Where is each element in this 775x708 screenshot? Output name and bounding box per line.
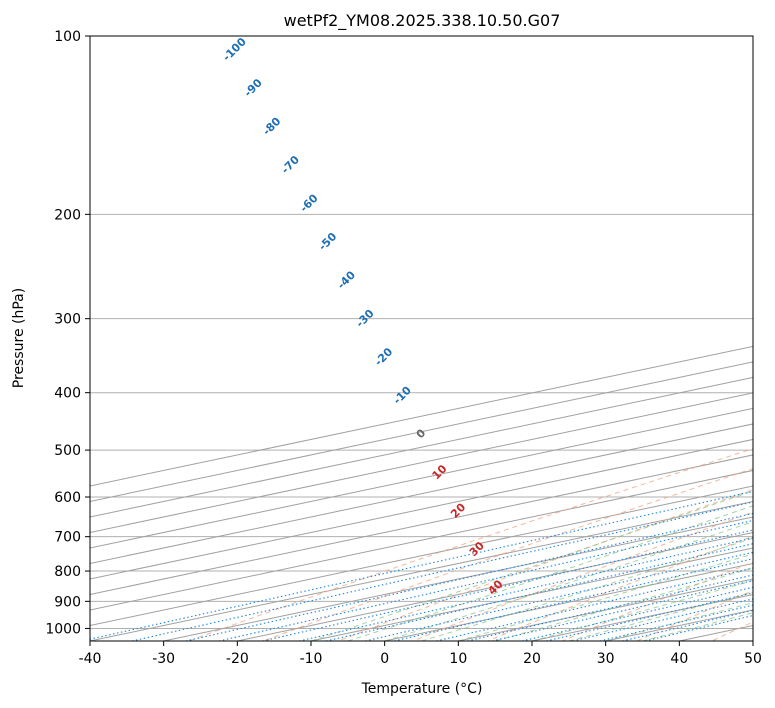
dry-adiabat-line — [636, 590, 753, 641]
y-tick-label: 700 — [54, 530, 81, 546]
mixing-ratio-line — [365, 551, 753, 641]
x-tick-label: 20 — [523, 651, 541, 667]
isotherm-line — [531, 593, 753, 641]
x-axis-label: Temperature (°C) — [361, 681, 483, 697]
x-tick-label: 30 — [597, 651, 615, 667]
mixing-ratio-line — [436, 567, 753, 641]
dry-adiabat-line — [412, 511, 753, 641]
plot-frame — [89, 35, 754, 642]
y-axis-label: Pressure (hPa) — [11, 288, 27, 388]
moist-adiabat-line — [568, 591, 753, 641]
x-tick-label: 40 — [670, 651, 688, 667]
x-tick-label: -20 — [226, 651, 249, 667]
y-tick-label: 200 — [54, 207, 81, 223]
isotherm-line — [163, 516, 753, 641]
dry-adiabat-line — [487, 535, 753, 641]
isotherm-line — [90, 454, 753, 595]
isotherm-line — [90, 361, 753, 502]
dry-adiabat-line — [562, 561, 753, 641]
dry-adiabat-label: -10 — [391, 384, 414, 407]
y-tick-label: 900 — [54, 594, 81, 610]
x-tick-label: 10 — [449, 651, 467, 667]
isotherm-line — [90, 423, 753, 564]
mixing-ratio-line — [599, 604, 753, 641]
isotherm-line — [458, 578, 753, 641]
dry-adiabat-label: -40 — [335, 268, 358, 291]
dry-adiabat-label: -70 — [279, 153, 302, 176]
mixing-ratio-line — [645, 614, 753, 641]
x-tick-label: -30 — [152, 651, 175, 667]
isotherm-line — [90, 407, 753, 549]
isotherm-line — [237, 531, 753, 641]
dry-adiabat-label: 0 — [414, 426, 429, 441]
isotherm-line — [679, 624, 753, 641]
x-tick-label: -40 — [79, 651, 102, 667]
y-tick-label: 1000 — [45, 621, 81, 637]
x-tick-label: 0 — [380, 651, 389, 667]
dry-adiabat-line — [338, 489, 753, 641]
moist-adiabat-line — [642, 612, 753, 641]
isotherm-line — [310, 547, 753, 641]
isotherm-line — [605, 609, 753, 641]
mixing-ratio-line — [467, 574, 753, 641]
mixing-ratio-line — [325, 543, 753, 641]
isotherm-line — [90, 345, 753, 487]
moist-adiabat-line — [384, 521, 753, 641]
chart-title: wetPf2_YM08.2025.338.10.50.G07 — [284, 11, 561, 31]
isotherm-line — [90, 469, 753, 611]
mixing-ratio-line — [394, 558, 753, 641]
dry-adiabat-label: -90 — [242, 76, 265, 99]
dry-adiabat-label: -30 — [353, 307, 376, 330]
moist-adiabat-line — [495, 567, 753, 641]
y-tick-label: 500 — [54, 443, 81, 459]
isotherm-line — [90, 392, 753, 533]
y-tick-label: 600 — [54, 490, 81, 506]
y-tick-label: 400 — [54, 386, 81, 402]
isotherm-line — [90, 376, 753, 518]
dry-adiabat-label: -60 — [297, 191, 320, 214]
dry-adiabat-label: -50 — [316, 230, 339, 253]
y-tick-label: 800 — [54, 564, 81, 580]
mixing-ratio-line — [492, 579, 753, 641]
dry-adiabat-label: -100 — [220, 35, 249, 64]
isotherm-line — [90, 500, 753, 641]
x-tick-label: -10 — [300, 651, 323, 667]
y-tick-label: 100 — [54, 29, 81, 45]
mixing-ratio-line — [299, 537, 753, 641]
dry-adiabat-label: -80 — [260, 115, 283, 138]
moist-adiabat-line — [605, 602, 753, 641]
mixing-ratio-line — [90, 490, 753, 640]
dry-adiabat-label: 20 — [448, 500, 468, 520]
moist-adiabat-line — [531, 580, 753, 641]
y-tick-label: 300 — [54, 312, 81, 328]
mixing-ratio-line — [622, 609, 753, 641]
moist-adiabat-line — [458, 553, 753, 641]
dry-adiabat-label: 10 — [430, 462, 450, 482]
isotherm-line — [90, 438, 753, 580]
isotherm-line — [752, 640, 753, 641]
isotherm-line — [90, 485, 753, 627]
axes: -40 -30 -20 -10 0 10 20 30 40 5010020030040050060… — [45, 29, 762, 667]
dry-adiabat-label: -20 — [372, 345, 395, 368]
dry-adiabat-line — [263, 468, 753, 641]
x-tick-label: 50 — [744, 651, 762, 667]
mixing-ratio-line — [521, 586, 753, 641]
